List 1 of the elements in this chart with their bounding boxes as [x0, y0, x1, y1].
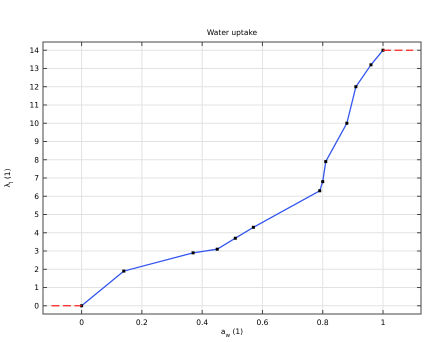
- line-series: [80, 48, 385, 308]
